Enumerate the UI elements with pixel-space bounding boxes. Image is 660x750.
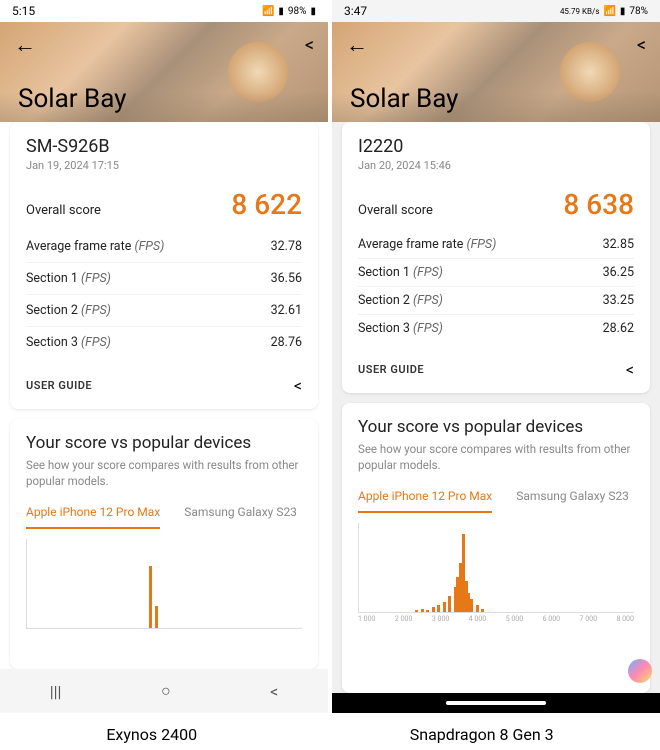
overall-score: 8 638 (563, 188, 634, 221)
battery-text: 78% (629, 6, 648, 17)
score-card: SM-S926B Jan 19, 2024 17:15 Overall scor… (10, 122, 318, 409)
back-button[interactable]: < (270, 682, 278, 701)
share-icon[interactable]: < (637, 35, 646, 56)
recents-button[interactable]: ||| (50, 682, 62, 701)
signal-icon: 📶 (603, 6, 615, 17)
tab-galaxy[interactable]: Samsung Galaxy S23 (516, 489, 629, 513)
caption-right: Snapdragon 8 Gen 3 (410, 725, 554, 744)
metric-label: Section 3 (FPS) (358, 321, 443, 336)
metric-value: 32.78 (271, 239, 302, 254)
caption-left: Exynos 2400 (106, 725, 197, 744)
metric-label: Section 3 (FPS) (26, 335, 111, 350)
benchmark-title: Solar Bay (350, 84, 458, 114)
user-guide-link[interactable]: USER GUIDE (358, 363, 424, 376)
status-icons: 45.79 KB/s 📶 ▮ 78% (560, 6, 648, 17)
histogram-chart (358, 523, 634, 613)
overall-score-row: Overall score 8 638 (358, 188, 634, 221)
compare-title: Your score vs popular devices (26, 433, 302, 453)
share-icon[interactable]: < (626, 360, 634, 379)
metric-row: Average frame rate (FPS) 32.78 (26, 231, 302, 262)
compare-card: Your score vs popular devices See how yo… (342, 403, 650, 693)
signal-icon: ▮ (278, 6, 284, 17)
tab-galaxy[interactable]: Samsung Galaxy S23 (184, 505, 297, 529)
metric-value: 36.25 (603, 265, 634, 280)
share-icon[interactable]: < (305, 35, 314, 56)
status-time: 3:47 (344, 4, 367, 18)
phone-left: 5:15 📶 ▮ 98% ▮ ← < Solar Bay SM-S926B Ja… (0, 0, 328, 713)
battery-icon: ▮ (620, 6, 626, 17)
status-bar: 5:15 📶 ▮ 98% ▮ (0, 0, 328, 22)
metric-row: Section 1 (FPS) 36.25 (358, 258, 634, 286)
network-speed: 45.79 KB/s (560, 7, 600, 16)
home-button[interactable]: ○ (161, 681, 171, 701)
metric-value: 28.76 (271, 335, 302, 350)
compare-subtitle: See how your score compares with results… (358, 441, 634, 473)
comparison-labels: Exynos 2400 Snapdragon 8 Gen 3 (0, 713, 660, 750)
tab-iphone[interactable]: Apple iPhone 12 Pro Max (26, 505, 160, 529)
nav-bar: ← < (0, 22, 328, 68)
status-icons: 📶 ▮ 98% ▮ (262, 6, 316, 17)
metric-label: Section 1 (FPS) (358, 265, 443, 280)
metric-value: 32.85 (603, 237, 634, 252)
metric-label: Section 1 (FPS) (26, 271, 111, 286)
watermark-logo (628, 659, 652, 683)
device-name: SM-S926B (26, 136, 302, 157)
status-time: 5:15 (12, 4, 35, 18)
chart-x-labels: 1 0002 0003 0004 0005 0006 0007 0008 000 (358, 615, 634, 623)
score-card: I2220 Jan 20, 2024 15:46 Overall score 8… (342, 122, 650, 393)
gesture-nav (332, 693, 660, 713)
overall-label: Overall score (26, 203, 101, 218)
benchmark-title: Solar Bay (18, 84, 126, 114)
metric-row: Section 3 (FPS) 28.62 (358, 314, 634, 342)
metric-label: Section 2 (FPS) (358, 293, 443, 308)
tab-iphone[interactable]: Apple iPhone 12 Pro Max (358, 489, 492, 513)
overall-label: Overall score (358, 203, 433, 218)
phone-right: 3:47 45.79 KB/s 📶 ▮ 78% ← < Solar Bay I2… (332, 0, 660, 713)
status-bar: 3:47 45.79 KB/s 📶 ▮ 78% (332, 0, 660, 22)
user-guide-link[interactable]: USER GUIDE (26, 379, 92, 392)
metric-label: Section 2 (FPS) (26, 303, 111, 318)
compare-card: Your score vs popular devices See how yo… (10, 419, 318, 669)
overall-score-row: Overall score 8 622 (26, 188, 302, 221)
metric-row: Average frame rate (FPS) 32.85 (358, 231, 634, 258)
metric-value: 33.25 (603, 293, 634, 308)
home-pill[interactable] (446, 701, 546, 705)
back-icon[interactable]: ← (346, 32, 368, 58)
device-name: I2220 (358, 136, 634, 157)
metric-label: Average frame rate (FPS) (358, 237, 496, 252)
timestamp: Jan 19, 2024 17:15 (26, 159, 302, 172)
metric-row: Section 2 (FPS) 32.61 (26, 294, 302, 326)
metric-row: Section 2 (FPS) 33.25 (358, 286, 634, 314)
histogram-chart (26, 539, 302, 629)
android-nav: ||| ○ < (0, 669, 328, 713)
metric-row: Section 3 (FPS) 28.76 (26, 326, 302, 358)
metric-value: 32.61 (271, 303, 302, 318)
compare-title: Your score vs popular devices (358, 417, 634, 437)
metric-row: Section 1 (FPS) 36.56 (26, 262, 302, 294)
share-icon[interactable]: < (294, 376, 302, 395)
compare-tabs: Apple iPhone 12 Pro Max Samsung Galaxy S… (26, 505, 302, 529)
battery-text: 98% (288, 6, 307, 17)
battery-icon: ▮ (310, 6, 316, 17)
compare-tabs: Apple iPhone 12 Pro Max Samsung Galaxy S… (358, 489, 634, 513)
compare-subtitle: See how your score compares with results… (26, 457, 302, 489)
wifi-icon: 📶 (262, 6, 274, 17)
timestamp: Jan 20, 2024 15:46 (358, 159, 634, 172)
overall-score: 8 622 (231, 188, 302, 221)
metric-label: Average frame rate (FPS) (26, 239, 164, 254)
back-icon[interactable]: ← (14, 32, 36, 58)
metric-value: 28.62 (603, 321, 634, 336)
metric-value: 36.56 (271, 271, 302, 286)
nav-bar: ← < (332, 22, 660, 68)
